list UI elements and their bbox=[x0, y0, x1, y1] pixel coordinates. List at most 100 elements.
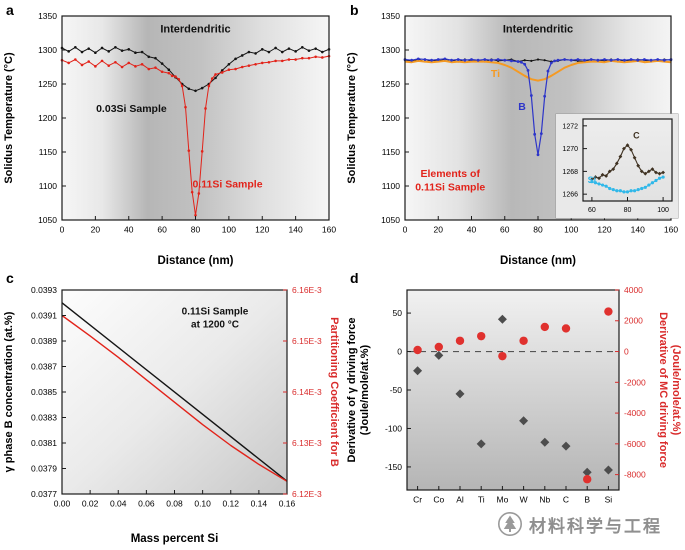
watermark: 材料科学与工程 bbox=[497, 511, 662, 537]
svg-text:100: 100 bbox=[222, 225, 236, 235]
chart-b-inset-svg: 60 80 100 1266 1268 1270 1272 C Si bbox=[562, 118, 673, 214]
svg-text:0.0379: 0.0379 bbox=[31, 463, 57, 473]
svg-text:-4000: -4000 bbox=[624, 408, 646, 418]
pine-tree-logo-icon bbox=[498, 512, 522, 536]
panel-b-inset-chart: 60 80 100 1266 1268 1270 1272 C Si bbox=[556, 114, 678, 218]
svg-text:Derivative of MC driving force: Derivative of MC driving force bbox=[657, 312, 669, 468]
svg-text:40: 40 bbox=[467, 225, 477, 235]
svg-text:6.16E-3: 6.16E-3 bbox=[292, 285, 322, 295]
svg-text:0.04: 0.04 bbox=[110, 499, 127, 509]
svg-text:1350: 1350 bbox=[381, 11, 400, 21]
svg-text:0.14: 0.14 bbox=[251, 499, 268, 509]
svg-text:Solidus Temperature (°C): Solidus Temperature (°C) bbox=[3, 52, 15, 184]
panel-label-c: c bbox=[6, 270, 14, 286]
svg-text:0.12: 0.12 bbox=[222, 499, 239, 509]
svg-text:Ti: Ti bbox=[478, 495, 485, 505]
svg-text:0.00: 0.00 bbox=[54, 499, 71, 509]
svg-text:Mo: Mo bbox=[496, 495, 508, 505]
svg-text:0.0393: 0.0393 bbox=[31, 285, 57, 295]
svg-text:Distance (nm): Distance (nm) bbox=[500, 255, 576, 267]
svg-text:Ti: Ti bbox=[491, 68, 500, 80]
svg-text:80: 80 bbox=[533, 225, 543, 235]
svg-text:0: 0 bbox=[403, 225, 408, 235]
svg-text:1050: 1050 bbox=[38, 215, 57, 225]
watermark-text: 材料科学与工程 bbox=[529, 516, 662, 536]
panel-d-driving-force-chart: Cr Co Al Ti Mo W Nb C B Si 50 0 -50 -100 -150 4000 2000 0… bbox=[343, 276, 685, 550]
svg-text:100: 100 bbox=[564, 225, 578, 235]
svg-text:Distance (nm): Distance (nm) bbox=[157, 255, 233, 267]
svg-text:Elements of: Elements of bbox=[420, 168, 480, 180]
svg-text:0.02: 0.02 bbox=[82, 499, 99, 509]
svg-text:1300: 1300 bbox=[38, 45, 57, 55]
svg-text:Derivative of γ driving force: Derivative of γ driving force bbox=[346, 318, 358, 463]
svg-text:1100: 1100 bbox=[382, 181, 401, 191]
svg-text:60: 60 bbox=[157, 225, 167, 235]
svg-text:60: 60 bbox=[500, 225, 510, 235]
svg-text:40: 40 bbox=[124, 225, 134, 235]
svg-text:120: 120 bbox=[255, 225, 269, 235]
svg-text:0.11Si Sample: 0.11Si Sample bbox=[415, 182, 485, 194]
svg-text:Mass percent Si: Mass percent Si bbox=[131, 533, 219, 545]
svg-text:20: 20 bbox=[434, 225, 444, 235]
svg-text:0.11Si Sample: 0.11Si Sample bbox=[182, 306, 249, 317]
svg-text:0.0381: 0.0381 bbox=[31, 438, 57, 448]
panel-a-solidus-chart: 0 20 40 60 80 100 120 140 160 1050 1100 1150 1200 125… bbox=[0, 0, 343, 272]
svg-text:1200: 1200 bbox=[381, 113, 400, 123]
svg-text:140: 140 bbox=[631, 225, 645, 235]
svg-text:0.16: 0.16 bbox=[279, 499, 296, 509]
svg-text:B: B bbox=[518, 101, 526, 113]
svg-text:1150: 1150 bbox=[39, 147, 58, 157]
svg-text:0.10: 0.10 bbox=[194, 499, 211, 509]
svg-text:80: 80 bbox=[624, 207, 632, 214]
svg-text:Si: Si bbox=[605, 495, 613, 505]
svg-text:Nb: Nb bbox=[539, 495, 550, 505]
svg-text:Al: Al bbox=[456, 495, 464, 505]
svg-text:Interdendritic: Interdendritic bbox=[160, 23, 230, 35]
svg-text:0.06: 0.06 bbox=[138, 499, 155, 509]
svg-text:80: 80 bbox=[191, 225, 201, 235]
svg-text:1300: 1300 bbox=[381, 45, 400, 55]
svg-text:0.0385: 0.0385 bbox=[31, 387, 57, 397]
svg-text:6.13E-3: 6.13E-3 bbox=[292, 438, 322, 448]
svg-text:0.0391: 0.0391 bbox=[31, 310, 57, 320]
chart-d-svg: Cr Co Al Ti Mo W Nb C B Si 50 0 -50 -100 -150 4000 2000 0… bbox=[346, 285, 682, 505]
svg-text:-150: -150 bbox=[385, 462, 402, 472]
svg-text:Interdendritic: Interdendritic bbox=[503, 23, 573, 35]
panel-label-b: b bbox=[350, 2, 359, 18]
svg-text:50: 50 bbox=[393, 308, 403, 318]
svg-text:-6000: -6000 bbox=[624, 439, 646, 449]
svg-text:1270: 1270 bbox=[562, 146, 578, 153]
svg-text:20: 20 bbox=[91, 225, 101, 235]
svg-text:Solidus Temperature (°C): Solidus Temperature (°C) bbox=[346, 52, 358, 184]
svg-text:0.08: 0.08 bbox=[166, 499, 183, 509]
svg-text:60: 60 bbox=[588, 207, 596, 214]
svg-text:140: 140 bbox=[289, 225, 303, 235]
panel-label-a: a bbox=[6, 2, 14, 18]
svg-text:6.12E-3: 6.12E-3 bbox=[292, 489, 322, 499]
svg-text:160: 160 bbox=[322, 225, 336, 235]
svg-text:-2000: -2000 bbox=[624, 377, 646, 387]
panel-label-d: d bbox=[350, 270, 359, 286]
svg-text:1050: 1050 bbox=[381, 215, 400, 225]
svg-text:100: 100 bbox=[657, 207, 669, 214]
svg-text:Si: Si bbox=[588, 175, 597, 185]
svg-text:(Joule/mole/at.%): (Joule/mole/at.%) bbox=[670, 345, 682, 436]
svg-text:0.03Si Sample: 0.03Si Sample bbox=[96, 103, 167, 115]
svg-text:0.0387: 0.0387 bbox=[31, 361, 57, 371]
svg-text:2000: 2000 bbox=[624, 316, 643, 326]
svg-text:at 1200 °C: at 1200 °C bbox=[191, 319, 239, 330]
chart-c-svg: 0.00 0.02 0.04 0.06 0.08 0.10 0.12 0.14 0.16 0.03… bbox=[3, 285, 340, 545]
svg-text:1200: 1200 bbox=[38, 113, 57, 123]
svg-text:6.15E-3: 6.15E-3 bbox=[292, 336, 322, 346]
svg-text:120: 120 bbox=[597, 225, 611, 235]
svg-text:6.14E-3: 6.14E-3 bbox=[292, 387, 322, 397]
svg-text:1266: 1266 bbox=[562, 192, 578, 199]
svg-text:W: W bbox=[520, 495, 528, 505]
svg-text:C: C bbox=[633, 131, 640, 141]
svg-text:C: C bbox=[563, 495, 569, 505]
svg-text:0: 0 bbox=[60, 225, 65, 235]
svg-text:0.0377: 0.0377 bbox=[31, 489, 57, 499]
svg-text:4000: 4000 bbox=[624, 285, 643, 295]
svg-text:Co: Co bbox=[433, 495, 444, 505]
